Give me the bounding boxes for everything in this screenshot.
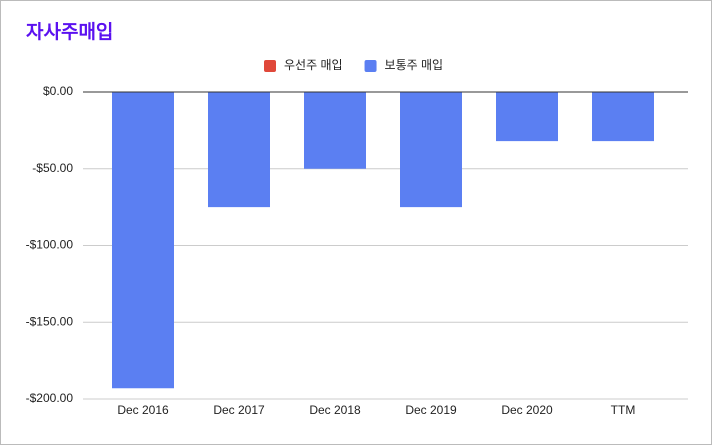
bar xyxy=(304,92,366,169)
y-tick-label: -$50.00 xyxy=(32,161,73,175)
y-tick-label: -$200.00 xyxy=(26,391,74,405)
bar xyxy=(592,92,654,142)
chart-title: 자사주매입 xyxy=(26,21,113,43)
x-tick-label: Dec 2017 xyxy=(213,403,265,417)
y-tick-label: -$100.00 xyxy=(26,238,74,252)
x-tick-label: Dec 2016 xyxy=(117,403,169,417)
legend-swatch xyxy=(264,60,276,72)
x-tick-label: Dec 2018 xyxy=(309,403,361,417)
bar xyxy=(112,92,174,389)
bar xyxy=(400,92,462,208)
x-tick-label: Dec 2020 xyxy=(501,403,553,417)
y-tick-label: $0.00 xyxy=(43,84,73,98)
y-tick-label: -$150.00 xyxy=(26,314,74,328)
bar xyxy=(496,92,558,142)
legend-label: 보통주 매입 xyxy=(385,58,444,72)
legend-swatch xyxy=(364,60,377,72)
legend-label: 우선주 매입 xyxy=(284,58,343,72)
x-tick-label: TTM xyxy=(611,403,636,417)
bar xyxy=(208,92,270,208)
x-tick-label: Dec 2019 xyxy=(405,403,457,417)
